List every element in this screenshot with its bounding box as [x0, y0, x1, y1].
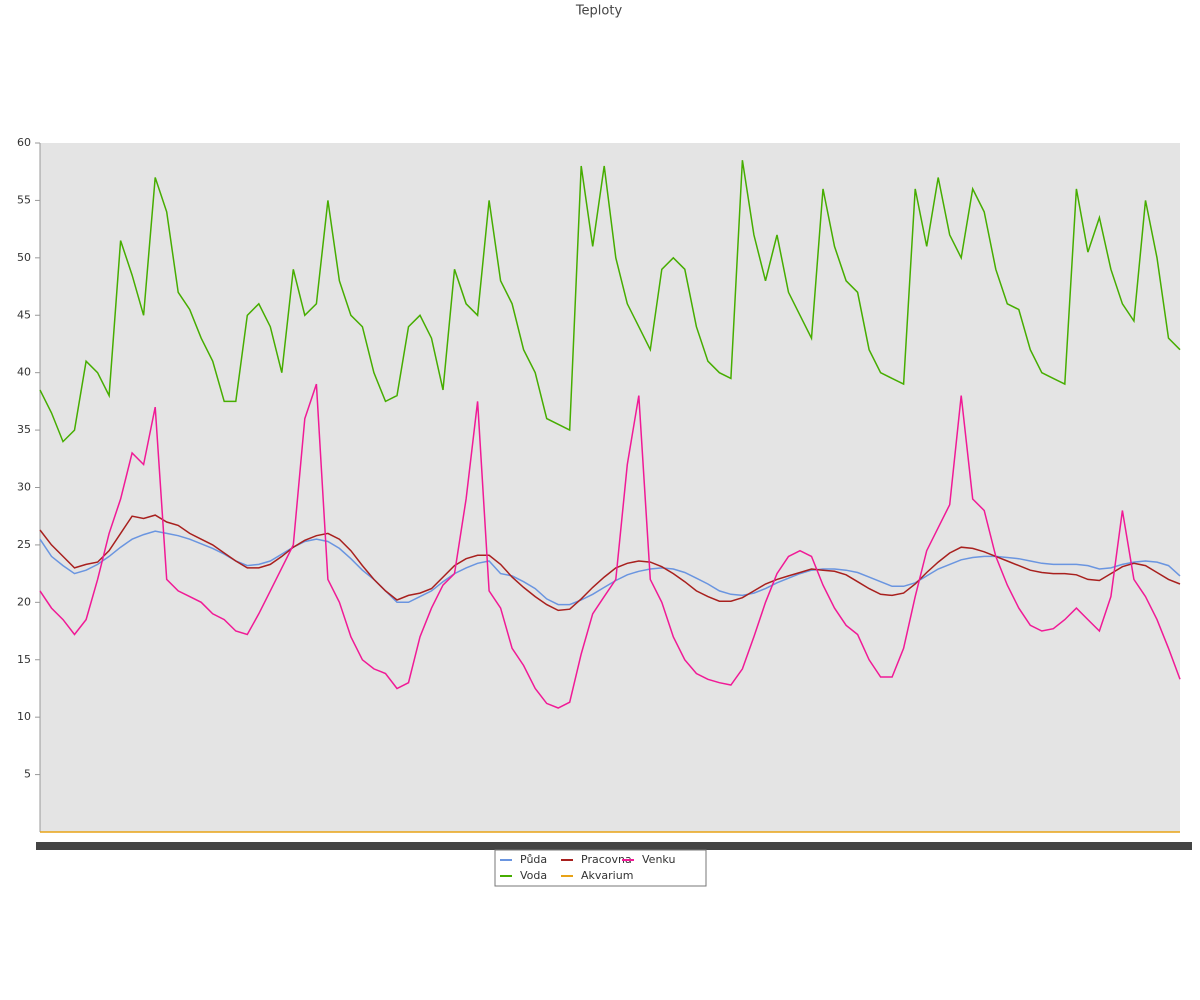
series-line [39, 160, 1181, 443]
y-tick-label: 25 [17, 538, 31, 551]
legend-label: Pracovna [581, 853, 632, 866]
y-tick-label: 5 [24, 768, 31, 781]
series-line [39, 514, 1181, 612]
legend-label: Akvarium [581, 869, 633, 882]
legend-label: Voda [520, 869, 547, 882]
y-tick-label: 60 [17, 136, 31, 149]
x-axis-labels [36, 842, 1192, 850]
legend-label: Půda [520, 853, 547, 866]
y-tick-label: 20 [17, 595, 31, 608]
chart-title: Teploty [575, 4, 623, 19]
y-tick-label: 40 [17, 366, 31, 379]
y-tick-label: 55 [17, 193, 31, 206]
y-tick-label: 35 [17, 423, 31, 436]
y-tick-label: 45 [17, 308, 31, 321]
series-line [39, 383, 1181, 709]
y-tick-label: 30 [17, 481, 31, 494]
plot-area [40, 143, 1180, 832]
y-tick-label: 50 [17, 251, 31, 264]
legend-label: Venku [642, 853, 675, 866]
y-tick-label: 10 [17, 710, 31, 723]
legend [494, 849, 707, 887]
y-tick-label: 15 [17, 653, 31, 666]
